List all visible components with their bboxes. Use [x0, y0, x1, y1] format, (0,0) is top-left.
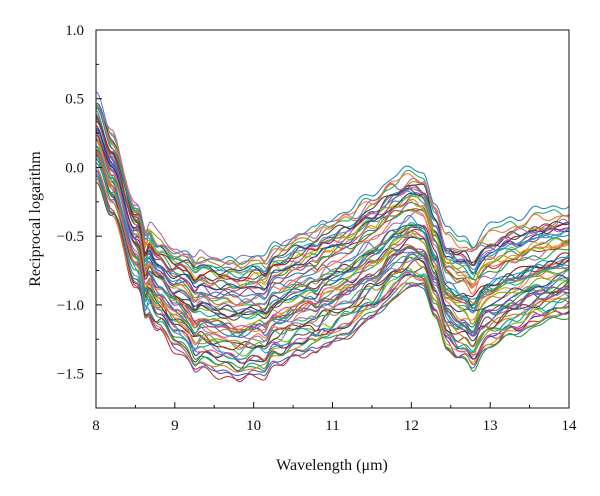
- spectrum-line: [95, 107, 570, 290]
- spectrum-line: [95, 102, 570, 270]
- x-tick-label: 14: [562, 418, 578, 434]
- x-tick-label: 10: [246, 418, 261, 434]
- x-tick-label: 13: [483, 418, 498, 434]
- spectrum-line: [95, 128, 570, 291]
- spectral-series-group: [95, 91, 570, 383]
- x-tick-label: 8: [92, 418, 100, 434]
- spectrum-line: [95, 158, 570, 372]
- plot-frame: [95, 29, 570, 409]
- y-tick-label: 0.0: [65, 160, 84, 176]
- spectrum-line: [95, 116, 570, 298]
- x-axis-ticks: 8 9 10 11 12 13 14: [92, 402, 577, 434]
- y-axis-title: Reciprocal logarithm: [27, 151, 44, 287]
- spectrum-line: [95, 137, 570, 308]
- y-tick-label: −1.0: [57, 298, 84, 314]
- y-tick-label: −1.5: [57, 367, 84, 383]
- spectrum-line: [95, 107, 570, 265]
- spectrum-line: [95, 106, 570, 268]
- x-tick-label: 11: [325, 418, 339, 434]
- spectrum-line: [95, 112, 570, 285]
- spectrum-line: [95, 102, 570, 277]
- spectrum-line: [95, 171, 570, 383]
- spectrum-line: [95, 131, 570, 333]
- spectrum-line: [95, 125, 570, 298]
- y-tick-label: −0.5: [57, 229, 84, 245]
- spectrum-line: [95, 104, 570, 286]
- spectrum-line: [95, 177, 570, 373]
- x-axis-title: Wavelength (μm): [276, 457, 388, 474]
- spectrum-line: [95, 103, 570, 265]
- y-axis-ticks: −1.5 −1.0 −0.5 0.0 0.5 1.0: [57, 23, 102, 383]
- spectrum-line: [95, 125, 570, 337]
- x-tick-label: 12: [404, 418, 419, 434]
- spectrum-line: [95, 115, 570, 290]
- spectrum-line: [95, 120, 570, 282]
- spectrum-line: [95, 118, 570, 304]
- x-tick-label: 9: [171, 418, 179, 434]
- spectrum-line: [95, 170, 570, 381]
- y-tick-label: 0.5: [65, 92, 84, 108]
- spectrum-line: [95, 166, 570, 348]
- y-tick-label: 1.0: [65, 23, 84, 39]
- spectrum-line: [95, 149, 570, 364]
- spectrum-line: [95, 128, 570, 325]
- spectrum-line: [95, 158, 570, 364]
- spectrum-line: [95, 106, 570, 272]
- spectrum-line: [95, 151, 570, 365]
- spectrum-line: [95, 140, 570, 342]
- spectrum-line: [95, 109, 570, 310]
- spectrum-line: [95, 121, 570, 311]
